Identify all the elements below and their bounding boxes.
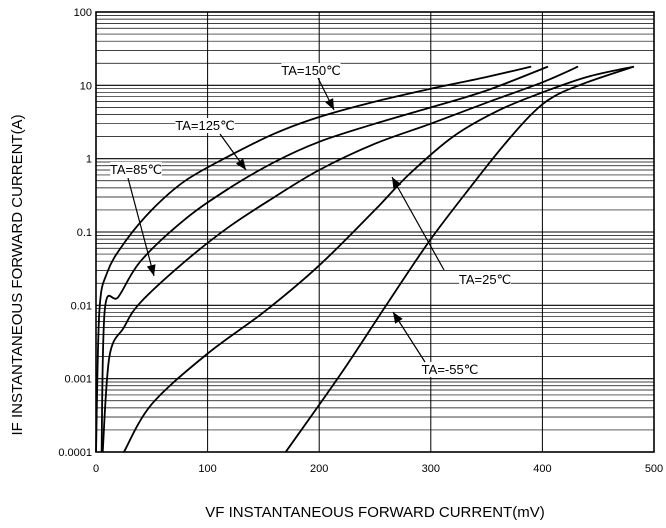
annotation-bg [281,63,341,78]
annotation-arrow-line [391,176,445,271]
annotation-3: TA=85℃ [110,162,162,277]
annotation-label: TA=-55℃ [422,362,479,377]
tick-labels: 0.0001 0.001 0.01 0.1 1 10 100 0 100 200 300 400 500 [58,7,663,475]
y-tick-label: 1 [86,154,92,166]
series-line-4 [123,65,635,453]
x-tick-label: 100 [198,463,216,475]
y-tick-label: 0.1 [77,227,92,239]
annotation-1: TA=150℃ [281,63,341,111]
curves [95,65,635,453]
y-tick-label: 0.01 [71,300,92,312]
annotation-label: TA=85℃ [110,162,162,177]
y-tick-label: 0.0001 [58,447,92,459]
y-tick-label: 100 [74,7,92,19]
y-tick-label: 10 [80,80,92,92]
x-tick-label: 400 [533,463,551,475]
series-line-5 [284,65,635,453]
annotation-arrowhead [392,177,402,189]
annotation-arrowhead [325,98,334,110]
annotation-5: TA=-55℃ [392,311,480,377]
x-tick-label: 200 [310,463,328,475]
series-line-3 [101,65,579,453]
annotation-label: TA=125℃ [175,118,235,133]
x-tick-label: 0 [93,463,99,475]
annotation-label: TA=150℃ [281,63,341,78]
series-line-2 [100,65,549,453]
annotation-bg [459,272,511,287]
annotation-arrowhead [146,264,156,276]
annotation-arrow-line [127,177,155,277]
annotation-arrowhead [393,312,403,324]
annotation-4: TA=25℃ [391,176,511,287]
y-axis-label: IF INSTANTANEOUS FORWARD CURRENT(A) [9,114,26,435]
x-tick-label: 500 [645,463,663,475]
grid [95,11,655,453]
annotation-bg [175,118,235,133]
annotation-bg [420,362,480,377]
annotation-bg [110,162,162,177]
x-tick-label: 300 [422,463,440,475]
plot-border [95,11,655,453]
annotation-2: TA=125℃ [175,118,247,171]
x-axis-label: VF INSTANTANEOUS FORWARD CURRENT(mV) [205,504,544,521]
y-tick-label: 0.001 [64,374,92,386]
annotation-arrowhead [235,158,246,170]
annotation-label: TA=25℃ [459,272,511,287]
plot-frame [95,11,655,453]
series-line-1 [95,65,532,453]
annotations: TA=150℃ TA=125℃ TA=85℃ TA=25℃ TA=-55℃ [110,63,511,377]
